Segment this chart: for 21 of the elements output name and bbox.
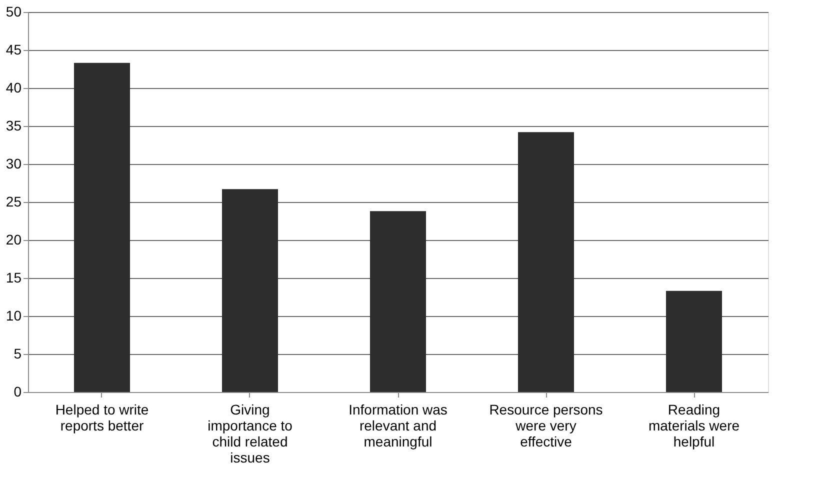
y-tick-label: 45 <box>6 42 22 58</box>
y-tick-label: 30 <box>6 156 22 172</box>
y-tick-label: 15 <box>6 270 22 286</box>
y-tick-label: 5 <box>14 346 22 362</box>
bar <box>370 211 426 392</box>
bar <box>74 62 130 392</box>
y-tick-label: 25 <box>6 194 22 210</box>
y-tick-label: 35 <box>6 118 22 134</box>
x-tick-label: Reading materials were helpful <box>648 402 740 450</box>
x-tick-label: Information was relevant and meaningful <box>348 402 448 450</box>
bar <box>518 132 574 392</box>
bar <box>222 189 278 392</box>
x-tick-label: Giving importance to child related issues <box>208 402 293 466</box>
x-tick-label: Resource persons were very effective <box>489 402 603 450</box>
y-tick-label: 50 <box>6 4 22 20</box>
y-tick-label: 40 <box>6 80 22 96</box>
x-tick-label: Helped to write reports better <box>55 402 149 434</box>
y-tick-label: 10 <box>6 308 22 324</box>
bar <box>666 290 722 392</box>
y-tick-label: 0 <box>14 384 22 400</box>
y-tick-label: 20 <box>6 232 22 248</box>
